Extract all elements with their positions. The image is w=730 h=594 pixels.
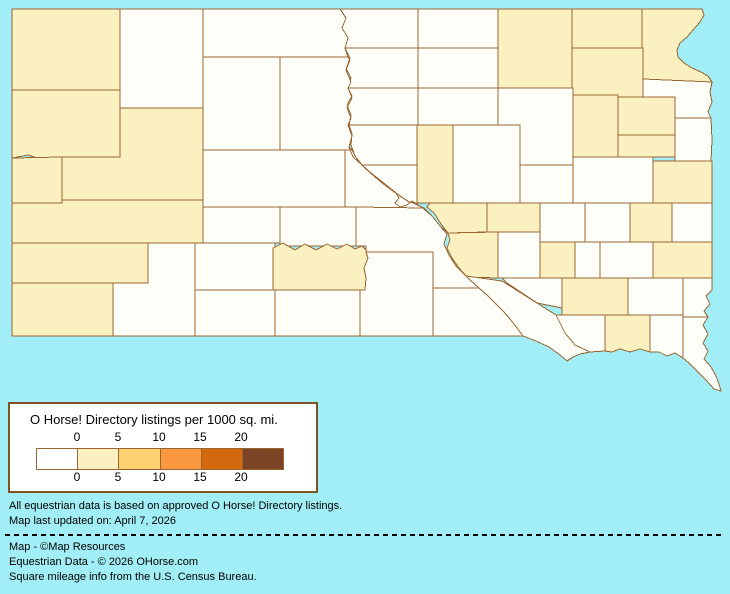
legend-ticks-bottom: 0 5 10 15 20: [36, 470, 296, 484]
county-shape-c29: [617, 96, 676, 136]
legend-tick-label: 5: [114, 430, 122, 444]
county-shape-c06: [497, 8, 573, 89]
legend-swatch: [37, 449, 78, 469]
county-shape-c17: [11, 156, 63, 204]
legend-swatch: [200, 449, 242, 469]
footer-note-data-source: All equestrian data is based on approved…: [9, 500, 343, 512]
county-shape-c22: [346, 87, 419, 126]
county-shape-c01: [11, 8, 121, 91]
county-shape-c18: [202, 149, 346, 208]
county-shape-c59: [604, 314, 651, 353]
county-shape-c35: [584, 202, 631, 243]
river-line: [339, 8, 449, 234]
county-shape-c36: [629, 202, 673, 243]
county-shape-c37: [671, 202, 713, 243]
county-shape-c23: [417, 87, 499, 126]
county-shape-c41: [446, 231, 499, 279]
legend-swatch: [159, 449, 201, 469]
dashed-separator: [5, 534, 722, 536]
county-shape-c39: [426, 202, 488, 234]
county-shape-c38: [486, 202, 541, 233]
legend-tick-label: 10: [152, 430, 166, 444]
legend-tick-label: 20: [234, 430, 248, 444]
county-shape-c62: [682, 277, 713, 318]
county-shape-c42: [539, 241, 576, 279]
legend-title: O Horse! Directory listings per 1000 sq.…: [30, 412, 278, 427]
legend-tick-label: 0: [73, 470, 81, 484]
county-shape-c57: [561, 277, 629, 316]
county-shape-c65: [11, 242, 149, 284]
county-shape-c45: [652, 241, 713, 279]
county-shape-c61: [627, 277, 684, 316]
footer-note-updated: Map last updated on: April 7, 2026: [9, 515, 176, 527]
county-shape-c60: [649, 314, 684, 359]
county-shape-c03: [202, 8, 349, 58]
legend-tick-label: 15: [193, 430, 207, 444]
legend-ticks-top: 0 5 10 15 20: [36, 430, 296, 444]
county-shape-c09: [344, 47, 419, 89]
county-shape-c30: [617, 134, 676, 158]
county-shape-c05: [417, 8, 499, 49]
county-shape-c15: [11, 89, 121, 160]
county-shape-c31: [674, 117, 713, 162]
county-shape-c46: [202, 206, 281, 244]
county-shape-c04: [339, 8, 419, 49]
legend: O Horse! Directory listings per 1000 sq.…: [8, 402, 318, 493]
county-shape-c10: [417, 47, 499, 89]
county-shape-c67: [112, 242, 196, 337]
county-shape-c56: [500, 277, 563, 309]
county-shape-c34: [539, 202, 586, 243]
county-shape-c63: [682, 316, 722, 392]
legend-tick-label: 0: [73, 430, 81, 444]
footer-credit-census: Square mileage info from the U.S. Census…: [9, 571, 257, 583]
county-shape-c66: [11, 282, 114, 337]
county-shape-c47: [279, 206, 357, 247]
county-shape-c52: [274, 289, 361, 337]
county-shape-c27: [519, 164, 574, 204]
county-shape-c50: [272, 242, 369, 291]
legend-swatch: [118, 449, 160, 469]
county-shape-c32: [572, 156, 654, 204]
county-shape-c20: [348, 124, 418, 166]
county-shape-c25: [416, 124, 454, 204]
county-shape-c08: [641, 8, 713, 83]
county-shape-c40: [497, 231, 541, 279]
legend-tick-label: 15: [193, 470, 207, 484]
county-shape-c51: [194, 289, 276, 337]
county-shape-c14: [279, 56, 355, 151]
footer-credit-data: Equestrian Data - © 2026 OHorse.com: [9, 556, 199, 568]
county-shape-c13: [202, 56, 281, 151]
legend-swatch: [241, 449, 284, 469]
county-shape-c28: [572, 94, 619, 158]
footer-credit-map: Map - ©Map Resources: [9, 541, 126, 553]
legend-tick-label: 10: [152, 470, 166, 484]
county-shape-c02: [119, 8, 204, 109]
county-shape-c49: [194, 242, 276, 291]
county-shape-c07: [571, 8, 643, 49]
legend-tick-label: 5: [114, 470, 122, 484]
legend-tick-label: 20: [234, 470, 248, 484]
county-shape-c33: [652, 160, 713, 204]
county-shape-c53: [359, 251, 434, 337]
county-shape-c11: [571, 47, 644, 98]
county-shape-c44: [599, 241, 654, 279]
county-shape-c64: [11, 199, 204, 244]
legend-ramp: [36, 448, 284, 470]
county-shape-c26: [452, 124, 521, 204]
legend-swatch: [77, 449, 119, 469]
county-shape-c43: [574, 241, 601, 279]
